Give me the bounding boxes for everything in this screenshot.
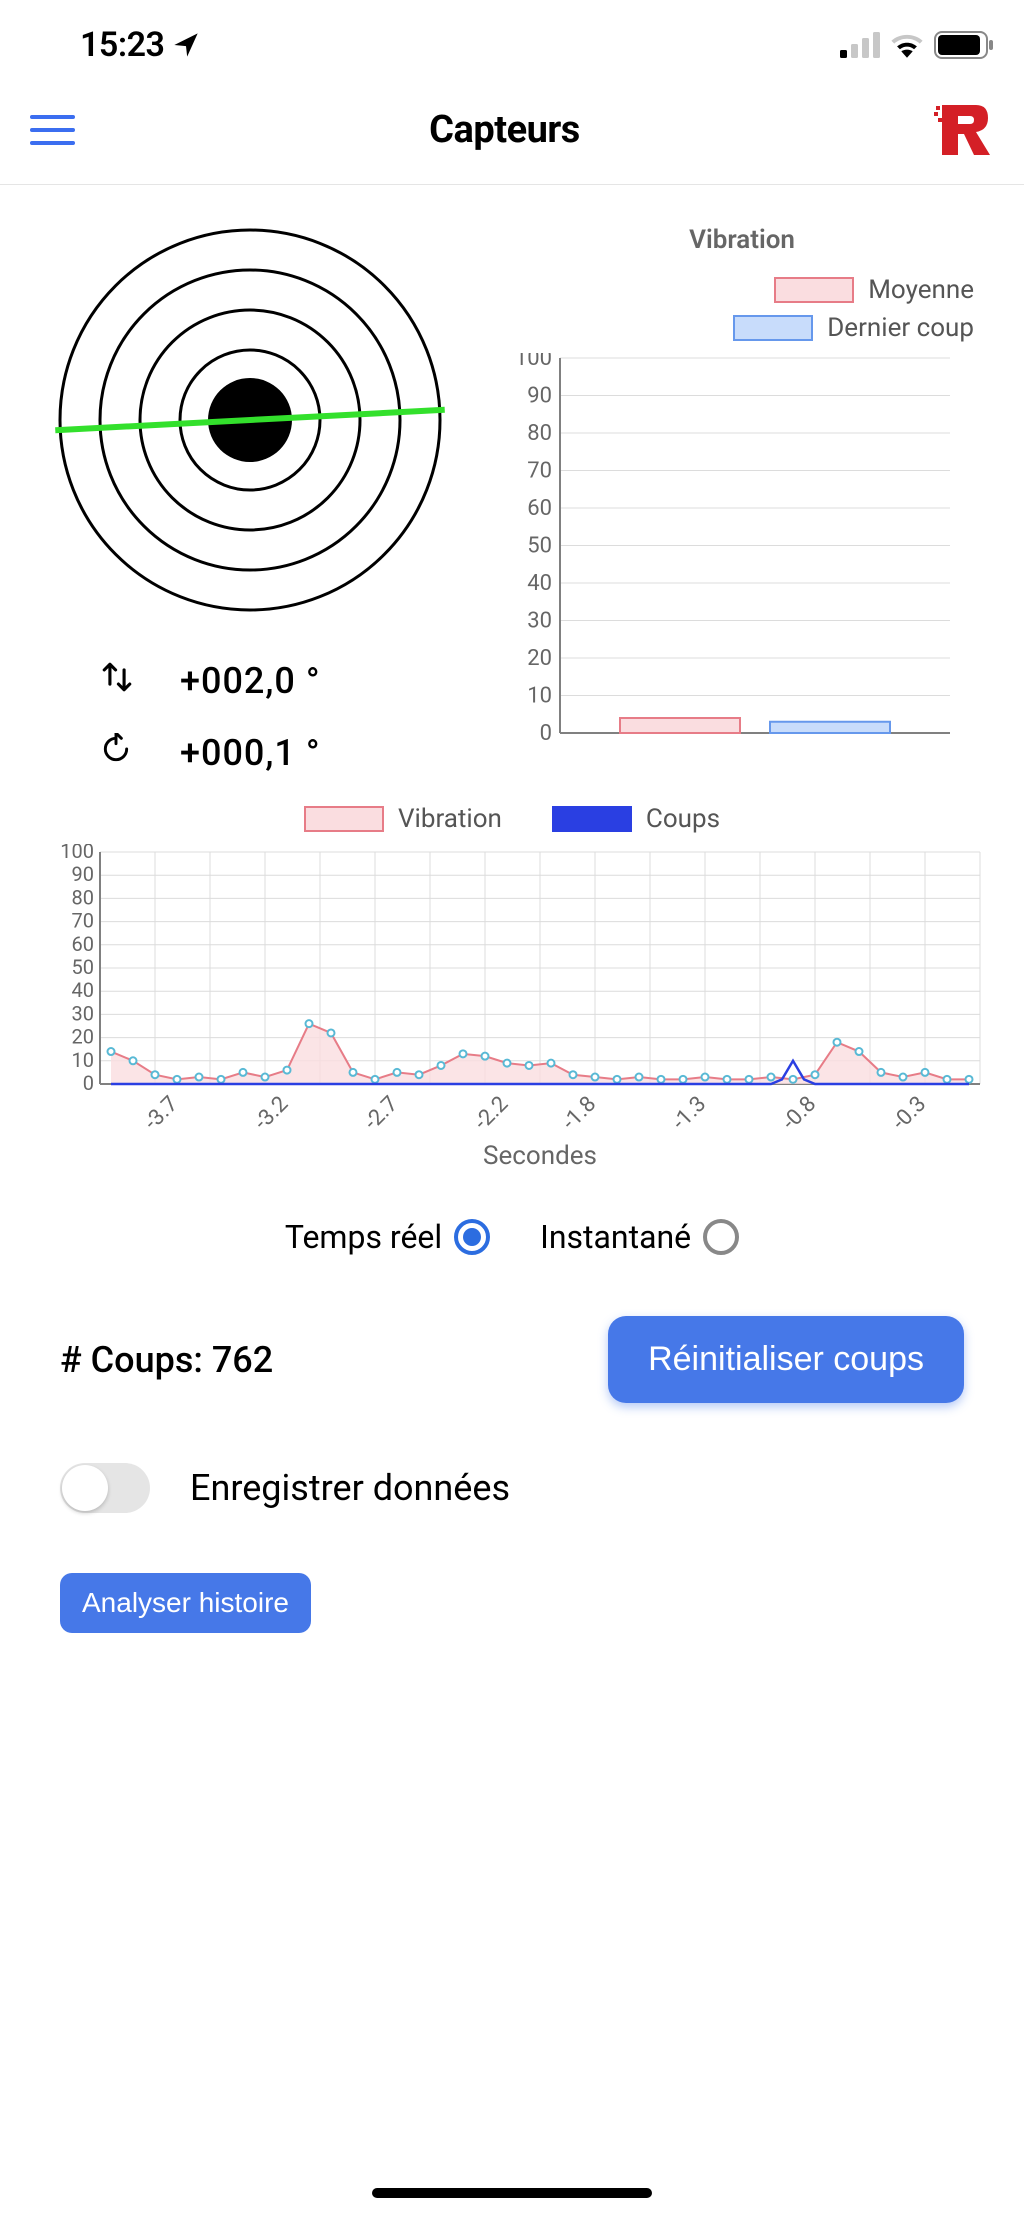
legend-coups-line: Coups xyxy=(552,804,720,834)
svg-text:70: 70 xyxy=(72,909,94,933)
record-row: Enregistrer données xyxy=(30,1463,994,1513)
svg-text:0: 0 xyxy=(540,721,552,743)
location-icon xyxy=(172,31,200,59)
svg-text:-3.7: -3.7 xyxy=(140,1092,184,1136)
svg-text:30: 30 xyxy=(72,1001,94,1025)
page-title: Capteurs xyxy=(429,108,580,152)
svg-text:70: 70 xyxy=(527,459,552,484)
radio-circle-unselected xyxy=(703,1219,739,1255)
legend-label-moyenne: Moyenne xyxy=(868,275,974,305)
analyze-row: Analyser histoire xyxy=(30,1573,994,1633)
svg-text:50: 50 xyxy=(72,955,94,979)
toggle-knob xyxy=(62,1465,108,1511)
radio-instantane[interactable]: Instantané xyxy=(540,1218,739,1256)
svg-text:10: 10 xyxy=(72,1048,94,1072)
svg-text:0: 0 xyxy=(83,1071,94,1095)
svg-text:-0.8: -0.8 xyxy=(778,1092,822,1136)
svg-text:60: 60 xyxy=(527,496,552,521)
radio-temps-reel[interactable]: Temps réel xyxy=(285,1218,490,1256)
record-toggle[interactable] xyxy=(60,1463,150,1513)
top-section: +002,0 ° +000,1 ° Vibration xyxy=(30,225,994,774)
target-display xyxy=(55,225,445,615)
home-indicator[interactable] xyxy=(372,2188,652,2198)
rotation-reading: +000,1 ° xyxy=(30,732,470,774)
svg-text:90: 90 xyxy=(527,384,552,409)
mode-selector: Temps réel Instantané xyxy=(30,1218,994,1256)
wifi-icon xyxy=(890,32,924,58)
legend-label-coups: Coups xyxy=(646,804,720,834)
svg-text:-2.2: -2.2 xyxy=(470,1092,514,1136)
legend-label-dernier: Dernier coup xyxy=(827,313,974,343)
app-header: Capteurs xyxy=(0,80,1024,185)
line-chart-legend: Vibration Coups xyxy=(30,804,994,834)
svg-text:100: 100 xyxy=(515,353,552,371)
svg-text:20: 20 xyxy=(527,646,552,671)
analyze-history-button[interactable]: Analyser histoire xyxy=(60,1573,311,1633)
coups-count: # Coups: 762 xyxy=(60,1339,273,1381)
svg-text:10: 10 xyxy=(527,684,552,709)
line-chart: 0102030405060708090100 -3.7 -3.2 -2.7 -2.2 -1… xyxy=(30,844,990,1174)
svg-text:80: 80 xyxy=(72,885,94,909)
svg-text:20: 20 xyxy=(72,1025,94,1049)
status-time: 15:23 xyxy=(80,25,164,65)
legend-swatch-vibration xyxy=(304,806,384,832)
battery-icon xyxy=(934,31,994,59)
reset-coups-button[interactable]: Réinitialiser coups xyxy=(608,1316,964,1403)
legend-swatch-dernier xyxy=(733,315,813,341)
tilt-reading: +002,0 ° xyxy=(30,660,470,702)
signal-icon xyxy=(840,32,880,58)
app-logo[interactable] xyxy=(934,100,994,160)
svg-text:30: 30 xyxy=(527,609,552,634)
coups-row: # Coups: 762 Réinitialiser coups xyxy=(30,1316,994,1403)
main-content: +002,0 ° +000,1 ° Vibration xyxy=(0,185,1024,1653)
legend-swatch-moyenne xyxy=(774,277,854,303)
rotation-icon xyxy=(100,733,140,773)
record-label: Enregistrer données xyxy=(190,1467,510,1509)
svg-text:90: 90 xyxy=(72,862,94,886)
svg-text:-3.2: -3.2 xyxy=(250,1092,294,1136)
menu-button[interactable] xyxy=(30,115,75,145)
svg-text:-1.3: -1.3 xyxy=(668,1092,712,1136)
tilt-value: +002,0 ° xyxy=(180,660,321,702)
tilt-icon xyxy=(100,660,140,702)
radio-label-temps-reel: Temps réel xyxy=(285,1218,442,1256)
legend-label-vibration: Vibration xyxy=(398,804,502,834)
svg-text:-0.3: -0.3 xyxy=(888,1092,932,1136)
status-bar: 15:23 xyxy=(0,0,1024,80)
legend-moyenne: Moyenne xyxy=(774,275,974,305)
rotation-value: +000,1 ° xyxy=(180,732,321,774)
svg-text:-2.7: -2.7 xyxy=(360,1092,404,1136)
svg-text:40: 40 xyxy=(72,978,94,1002)
radio-label-instantane: Instantané xyxy=(540,1218,691,1256)
vibration-bar-chart: 0 10 20 30 40 50 60 70 80 90 100 xyxy=(490,353,960,743)
svg-text:60: 60 xyxy=(72,932,94,956)
svg-text:100: 100 xyxy=(60,844,94,863)
legend-swatch-coups xyxy=(552,806,632,832)
vibration-chart-title: Vibration xyxy=(490,225,994,255)
status-indicators xyxy=(840,31,994,59)
svg-text:40: 40 xyxy=(527,571,552,596)
radio-circle-selected xyxy=(454,1219,490,1255)
legend-dernier-coup: Dernier coup xyxy=(733,313,974,343)
svg-text:50: 50 xyxy=(527,534,552,559)
svg-text:80: 80 xyxy=(527,421,552,446)
svg-text:Secondes: Secondes xyxy=(483,1141,597,1171)
svg-text:-1.8: -1.8 xyxy=(558,1092,602,1136)
vibration-legend: Moyenne Dernier coup xyxy=(490,275,994,343)
vibration-chart-panel: Vibration Moyenne Dernier coup 0 10 20 30 40… xyxy=(490,225,994,774)
readings-panel: +002,0 ° +000,1 ° xyxy=(30,660,470,774)
legend-vibration-line: Vibration xyxy=(304,804,502,834)
target-panel: +002,0 ° +000,1 ° xyxy=(30,225,470,774)
line-chart-panel: Vibration Coups 0102030405060708090100 -3… xyxy=(30,804,994,1178)
status-time-group: 15:23 xyxy=(80,25,200,65)
